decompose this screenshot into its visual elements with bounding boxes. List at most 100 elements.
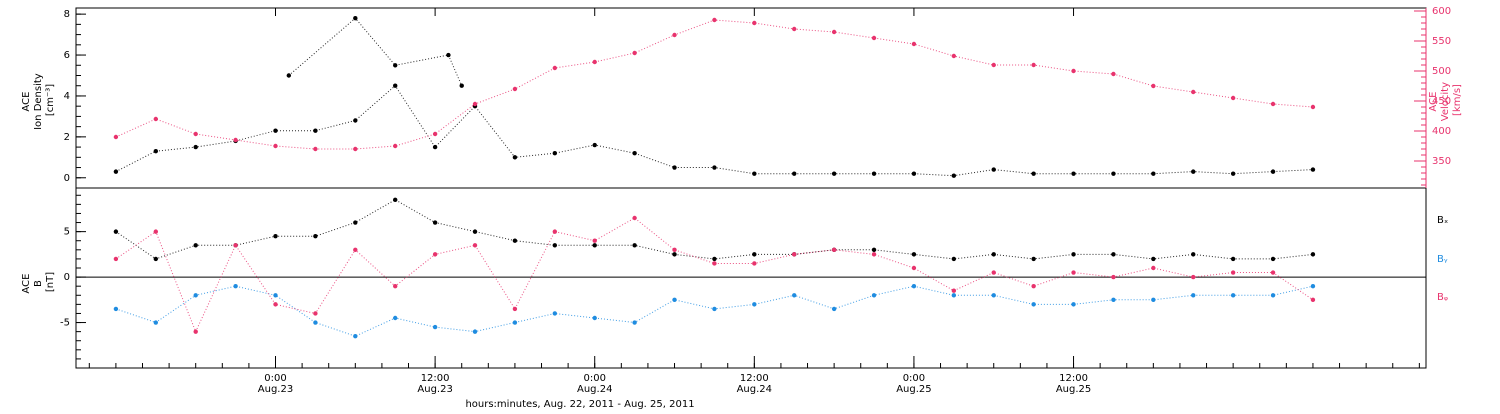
data-point (1071, 302, 1076, 307)
data-point (552, 151, 558, 156)
data-point (1310, 167, 1316, 172)
data-point (592, 315, 597, 321)
data-point (632, 151, 637, 156)
data-point (1270, 256, 1276, 262)
bottom-left-ylabel: ACE B [nT] (21, 270, 56, 293)
top-left-ylabel-line: [cm⁻³] (45, 84, 56, 116)
top-left-ylabel: ACE Ion Density [cm⁻³] (21, 70, 56, 130)
data-point (1310, 283, 1316, 289)
bottom-left-axis: -5 0 5 (60, 194, 86, 360)
data-point (446, 52, 451, 58)
data-point (113, 256, 119, 262)
series-trace (115, 19, 1313, 150)
data-point (313, 128, 318, 133)
data-point (1310, 297, 1316, 303)
tick-label: 8 (64, 9, 70, 20)
tick-label: 0 (64, 272, 70, 283)
data-point (1151, 265, 1156, 271)
tick-label: 0:00 (264, 373, 286, 384)
bottom-panel-data (113, 197, 1316, 339)
data-point (1151, 256, 1156, 262)
tick-label: 0:00 (583, 373, 605, 384)
data-point (552, 229, 558, 234)
data-point (871, 171, 877, 176)
legend-entry: Bᵧ (1437, 254, 1448, 265)
top-panel-data (113, 16, 1316, 178)
tick-label: Aug.25 (896, 384, 931, 395)
data-point (393, 197, 398, 203)
data-point (552, 311, 558, 316)
data-point (672, 165, 677, 170)
data-point (951, 288, 957, 293)
data-point (672, 252, 677, 257)
tick-label: Aug.23 (417, 384, 452, 395)
bottom-left-ylabel-line: [nT] (45, 272, 56, 292)
top-right-ylabel-line: Velocity (1440, 82, 1451, 121)
data-point (393, 143, 398, 149)
time-axis: 0:00Aug.2312:00Aug.230:00Aug.2412:00Aug.… (88, 8, 1420, 395)
data-point (1151, 83, 1156, 89)
tick-label: Aug.24 (737, 384, 772, 395)
tick-label: 0:00 (903, 373, 925, 384)
data-point (911, 171, 917, 176)
top-left-ylabel-line: Ion Density (33, 73, 44, 130)
bottom-left-ylabel-line: B (33, 280, 44, 287)
data-point (512, 306, 518, 312)
top-right-axis: 350 400 450 500 550 600 (1414, 6, 1451, 188)
tick-label: Aug.23 (258, 384, 293, 395)
bottom-panel-frame (75, 187, 1427, 369)
tick-label: 6 (64, 50, 70, 61)
tick-label: 4 (64, 91, 70, 102)
panel-frames (75, 7, 1427, 369)
data-point (752, 171, 757, 176)
tick-label: 500 (1432, 66, 1451, 77)
data-point (1270, 169, 1276, 174)
data-point (512, 320, 518, 325)
data-point (1151, 297, 1156, 303)
data-point (911, 41, 917, 47)
data-point (632, 215, 637, 221)
data-point (1191, 293, 1196, 298)
data-point (1031, 302, 1036, 307)
data-point (1310, 252, 1316, 257)
data-point (459, 83, 464, 88)
data-point (871, 247, 877, 253)
tick-label: 450 (1432, 96, 1451, 107)
tick-label: 350 (1432, 156, 1451, 167)
bottom-left-ylabel-line: ACE (21, 274, 32, 294)
series-trace (115, 217, 1314, 333)
data-point (552, 65, 558, 71)
data-point (871, 293, 877, 298)
data-point (1111, 171, 1116, 176)
data-point (512, 86, 518, 92)
data-point (273, 293, 278, 298)
data-point (233, 283, 238, 289)
data-point (991, 62, 996, 68)
data-point (1071, 270, 1076, 275)
data-point (632, 50, 637, 56)
data-point (752, 252, 757, 257)
data-point (871, 252, 877, 257)
data-point (592, 59, 597, 65)
data-point (193, 131, 198, 137)
top-left-axis: 0 2 4 6 8 (64, 9, 86, 189)
data-point (273, 128, 278, 133)
data-point (1230, 95, 1236, 101)
tick-label: 12:00 (421, 373, 450, 384)
data-point (792, 171, 797, 176)
tick-label: Aug.24 (577, 384, 612, 395)
x-axis-label: hours:minutes, Aug. 22, 2011 - Aug. 25, … (465, 399, 694, 410)
data-point (1310, 104, 1316, 110)
data-point (1270, 293, 1276, 298)
data-point (153, 148, 159, 154)
data-point (113, 169, 119, 174)
axis-labels: ACE Ion Density [cm⁻³] ACE Velocity [km/… (21, 70, 1463, 410)
data-point (1230, 270, 1236, 275)
tick-label: -5 (60, 318, 70, 329)
legend-entry: Bₓ (1437, 215, 1448, 226)
tick-label: 12:00 (740, 373, 769, 384)
data-point (353, 146, 358, 152)
top-left-ylabel-line: ACE (21, 92, 32, 112)
